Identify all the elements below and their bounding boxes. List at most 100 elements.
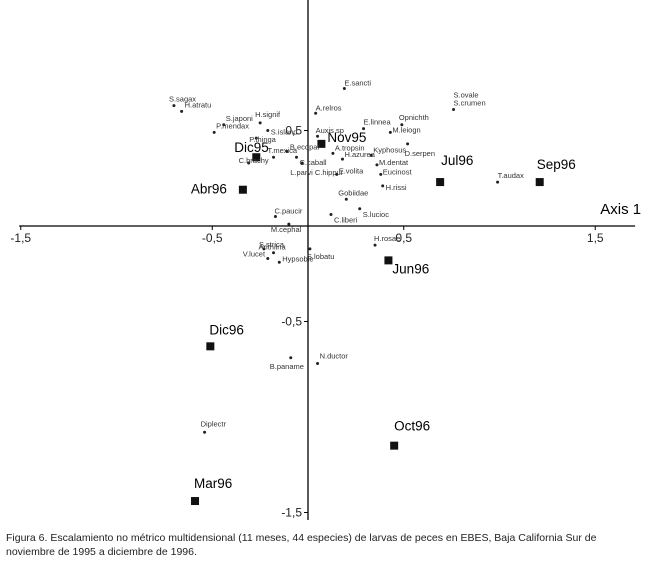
- species-label: E.volita: [339, 166, 364, 175]
- species-label: T.mexica: [268, 146, 298, 155]
- month-label: Dic96: [209, 322, 244, 337]
- species-point: [406, 142, 410, 146]
- species-point: [266, 256, 270, 260]
- species-point: [277, 260, 281, 264]
- species-point: [272, 251, 276, 255]
- species-point: [373, 243, 377, 247]
- species-point: [285, 150, 289, 154]
- month-marker: [317, 139, 326, 148]
- species-point: [344, 197, 348, 201]
- species-point: [247, 161, 251, 165]
- month-marker: [384, 256, 393, 265]
- x-tick-label: -0,5: [202, 231, 223, 245]
- species-label: M.leiogn: [392, 125, 420, 134]
- month-label: Jun96: [392, 261, 429, 276]
- species-point: [308, 247, 312, 251]
- figure-caption: Figura 6. Escalamiento no métrico multid…: [6, 532, 597, 558]
- species-point: [300, 161, 304, 165]
- species-label: S.ovale: [454, 90, 479, 99]
- species-point: [379, 172, 383, 176]
- species-label: T.audax: [498, 171, 525, 180]
- species-label: V.lucet: [243, 249, 266, 258]
- species-label: C.caball: [300, 158, 327, 167]
- species-label: Diplectr: [201, 419, 227, 428]
- species-label: E.sancti: [344, 78, 371, 87]
- species-point: [388, 130, 392, 134]
- species-label: L.parvi C.hippur: [290, 168, 343, 177]
- species-point: [358, 207, 362, 211]
- month-label: Jul96: [441, 153, 473, 168]
- x-tick-label: 0,5: [395, 231, 412, 245]
- species-label: Hypsoble: [282, 254, 313, 263]
- species-point: [342, 86, 346, 90]
- x-tick-label: -1,5: [10, 231, 31, 245]
- species-point: [400, 123, 404, 127]
- species-label: Kyphosus: [373, 145, 406, 154]
- species-label: H.rosae: [374, 234, 400, 243]
- species-label: S.lucioc: [363, 210, 390, 219]
- species-point: [314, 111, 318, 115]
- month-label: Sep96: [537, 157, 576, 172]
- species-point: [254, 136, 258, 140]
- species-point: [287, 222, 291, 226]
- month-marker: [390, 441, 399, 450]
- species-point: [266, 129, 270, 132]
- month-marker: [206, 342, 215, 351]
- species-point: [340, 157, 344, 161]
- species-label: Auxis sp: [316, 126, 344, 135]
- species-point: [329, 213, 333, 217]
- species-point: [369, 153, 373, 157]
- species-label: S.lobatu: [307, 252, 335, 261]
- species-label: B.ecopar: [290, 143, 321, 152]
- species-label: P.mendax: [216, 121, 249, 130]
- species-label: N.ductor: [320, 352, 349, 361]
- species-label: H.rissi: [386, 183, 407, 192]
- species-point: [375, 163, 379, 167]
- month-marker: [436, 178, 445, 187]
- species-label: A.tropsin: [335, 143, 365, 152]
- species-point: [331, 151, 335, 155]
- y-tick-label: -0,5: [281, 315, 302, 329]
- species-label: Anthiina: [259, 243, 287, 252]
- x-tick-label: 1,5: [587, 231, 604, 245]
- species-point: [295, 155, 299, 159]
- species-point: [222, 123, 226, 127]
- species-point: [362, 127, 366, 131]
- species-label: S.crumen: [454, 98, 486, 107]
- species-label: S.strica: [259, 240, 285, 249]
- species-point: [289, 356, 293, 360]
- species-label: M.dentat: [379, 158, 409, 167]
- y-tick-label: 0,5: [285, 124, 302, 138]
- month-label: Dic95: [234, 140, 269, 155]
- species-point: [212, 130, 216, 134]
- species-label: S.sagax: [169, 95, 196, 104]
- species-label: M.cephal: [271, 225, 302, 234]
- month-marker: [238, 185, 247, 194]
- species-label: Opnichth: [399, 113, 429, 122]
- species-label: B.paname: [270, 362, 304, 371]
- species-point: [262, 247, 266, 251]
- month-label: Abr96: [191, 182, 227, 197]
- species-point: [272, 155, 276, 159]
- x-axis-label: Axis 1: [600, 201, 641, 218]
- species-label: C.paucir: [274, 206, 302, 215]
- species-label: D.serpen: [405, 149, 435, 158]
- y-tick-label: -1,5: [281, 506, 302, 520]
- species-point: [452, 107, 456, 111]
- month-marker: [252, 153, 261, 162]
- species-label: H.signif: [255, 110, 281, 119]
- species-point: [316, 134, 320, 138]
- month-label: Oct96: [394, 419, 430, 434]
- species-label: E.linnea: [364, 118, 392, 127]
- month-label: Mar96: [194, 476, 232, 491]
- species-label: A.relros: [316, 103, 342, 112]
- month-marker: [535, 178, 544, 187]
- species-label: C.brachy: [239, 156, 269, 165]
- species-label: P.thinga: [249, 135, 276, 144]
- species-point: [381, 184, 385, 188]
- species-label: H.azurea: [344, 150, 375, 159]
- species-point: [316, 362, 320, 366]
- species-label: S.island: [271, 128, 298, 137]
- species-point: [180, 109, 184, 113]
